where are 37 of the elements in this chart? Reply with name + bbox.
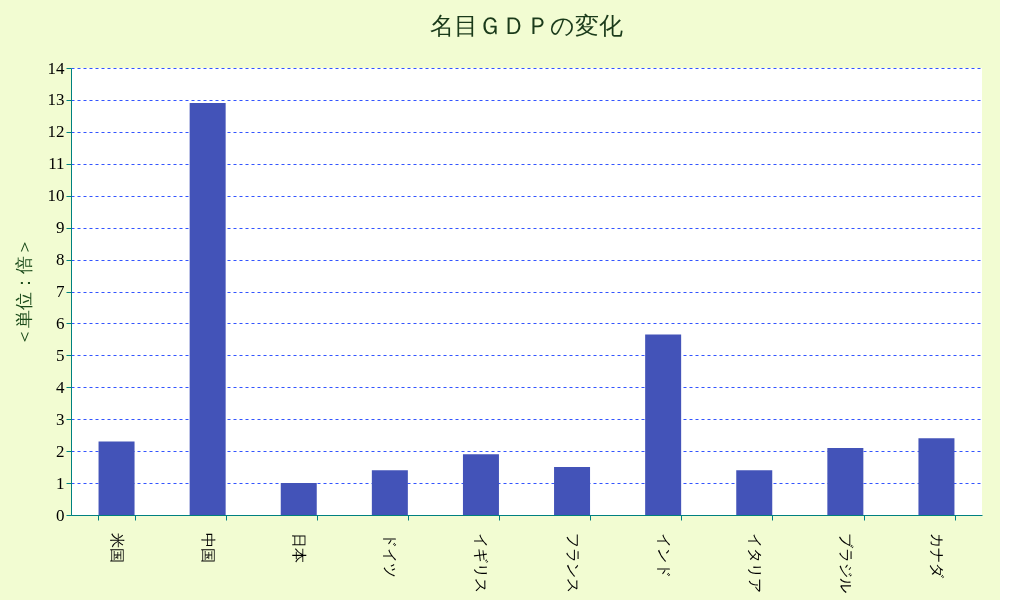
bar <box>918 438 955 515</box>
bar <box>645 334 682 515</box>
y-tick-label: 7 <box>56 282 65 301</box>
y-tick-label: 1 <box>56 473 65 493</box>
y-tick-label: 8 <box>56 250 65 270</box>
x-tick-label: カナダ <box>928 532 945 579</box>
y-tick-label: 13 <box>47 90 65 110</box>
y-axis-title: ＜単位：倍＞ <box>13 238 34 346</box>
y-tick-label: 2 <box>56 441 65 461</box>
y-tick-label: 4 <box>56 377 65 397</box>
bar <box>462 454 499 515</box>
x-tick-label: イギリス <box>473 532 490 593</box>
y-tick-label: 14 <box>47 58 65 78</box>
bar <box>280 483 317 515</box>
y-tick-label: 9 <box>56 218 65 238</box>
bar <box>371 470 408 515</box>
bar <box>827 447 864 515</box>
x-tick-label: インド <box>655 532 672 578</box>
y-tick-label: 6 <box>56 313 65 333</box>
bar <box>736 470 773 515</box>
bar <box>189 103 226 515</box>
bar <box>554 467 591 515</box>
y-tick-label: 11 <box>48 154 65 174</box>
x-tick-label: ブラジル <box>837 532 854 593</box>
y-tick-label: 12 <box>47 122 65 142</box>
y-tick-label: 10 <box>47 186 65 206</box>
bar <box>98 441 135 515</box>
y-tick-label: 0 <box>56 505 65 525</box>
chart-title: 名目ＧＤＰの変化 <box>430 13 623 39</box>
y-tick-label: 3 <box>56 409 65 429</box>
x-tick-label: 日本 <box>291 532 308 563</box>
x-tick-label: 中国 <box>200 532 217 563</box>
x-tick-label: イタリア <box>746 532 763 593</box>
x-tick-label: フランス <box>564 532 581 593</box>
x-tick-label: ドイツ <box>382 532 399 578</box>
x-tick-label: 米国 <box>109 532 126 563</box>
y-tick-label: 5 <box>56 345 65 365</box>
